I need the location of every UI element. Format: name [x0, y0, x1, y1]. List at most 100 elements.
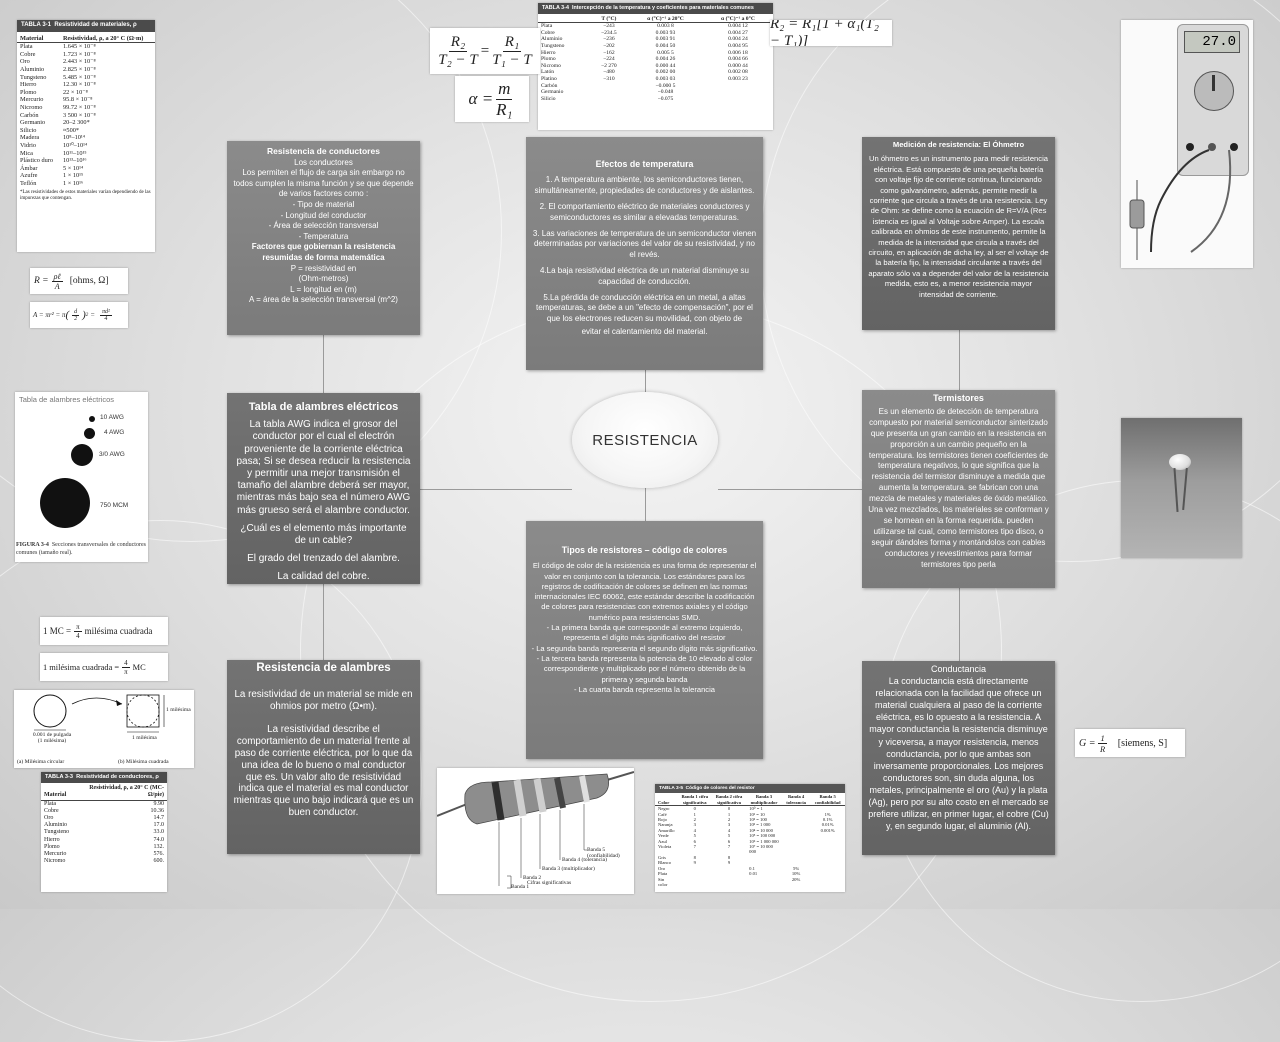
- table-cell: Plomo: [44, 843, 60, 850]
- formula-text: α =: [468, 89, 494, 108]
- node-resistencia-alambres[interactable]: Resistencia de alambres La resistividad …: [227, 660, 420, 854]
- table-row: Mercurio 95.8 × 10⁻⁸: [17, 96, 155, 104]
- table-3-5: TABLA 3-5 Código de colores del resistor…: [655, 784, 845, 892]
- node-text: Es un elemento de detección de temperatu…: [868, 406, 1049, 569]
- table-cell: 8: [727, 854, 731, 860]
- table-cell: 0.002 00: [655, 69, 676, 76]
- node-text: (Ohm-metros): [298, 274, 349, 284]
- table-cell: Café: [658, 811, 667, 817]
- table-cell: −480: [603, 69, 615, 76]
- table-cell: 0.001%: [820, 827, 835, 833]
- table-cell: 3: [727, 822, 731, 828]
- table-cell: 1 × 10¹⁵: [62, 172, 84, 180]
- table-cell: 10¹¹–10¹⁵: [62, 149, 87, 157]
- table-cell: 9: [727, 860, 731, 866]
- table-cell: [782, 844, 811, 855]
- node-text: La conductancia está directamente relaci…: [868, 676, 1049, 832]
- table-cell: −162: [603, 49, 615, 56]
- awg-figure-caption: FIGURA 3-4 Secciones transversales de co…: [16, 542, 147, 557]
- table-row: Tungsteno −202 0.004 50 0.004 95: [538, 43, 773, 50]
- table-row: Madera 10⁸–10¹⁴: [17, 134, 155, 142]
- node-text: 3. Las variaciones de temperatura de un …: [532, 229, 757, 259]
- table-cell: Tungsteno: [20, 73, 47, 81]
- table-row: Mica 10¹¹–10¹⁵: [17, 150, 155, 158]
- table-row: Café 1 1 10¹ = 10 1%: [655, 812, 845, 817]
- node-text: ¿Cuál es el elemento más importante de u…: [240, 522, 407, 547]
- table-col-header: Material: [20, 34, 44, 42]
- table-cell: Plata: [541, 23, 553, 30]
- table-row: Blanco 9 9: [655, 860, 845, 865]
- table-cell: 0.004 27: [728, 29, 748, 36]
- table-cell: Vidrio: [20, 141, 37, 149]
- color-band: [554, 777, 566, 809]
- table-cell: Aluminio: [44, 822, 68, 829]
- table-cell: 0.1: [749, 865, 755, 871]
- table-label: TABLA 3-5: [659, 786, 683, 791]
- table-row: Hierro −162 0.005 5 0.006 18: [538, 50, 773, 57]
- node-tipos-resistores[interactable]: Tipos de resistores – código de colores …: [526, 521, 763, 759]
- table-cell: Nicromo: [20, 103, 43, 111]
- central-topic[interactable]: RESISTENCIA: [572, 392, 718, 488]
- formula-text: =: [90, 311, 96, 319]
- node-termistores[interactable]: Termistores Es un elemento de detección …: [862, 390, 1055, 588]
- formula-den: 4: [104, 315, 108, 322]
- table-col-header: Banda 4 tolerancia: [786, 794, 806, 805]
- table-cell: −243: [603, 23, 615, 30]
- table-cell: 33.0: [153, 829, 165, 836]
- table-row: Carbón −0.000 5: [538, 83, 773, 90]
- table-cell: 7: [727, 844, 731, 850]
- table-cell: Plomo: [20, 88, 37, 96]
- resistor-icon: [1129, 199, 1145, 229]
- node-subtitle: Factores que gobiernan la resistencia re…: [251, 242, 396, 262]
- diagram-caption: (b) Milésima cuadrada: [118, 759, 169, 765]
- connector: [323, 335, 324, 393]
- formula-num: 1: [1098, 732, 1107, 744]
- table-cell: 0.004 12: [728, 23, 748, 30]
- table-row: Nicromo 600.: [41, 858, 167, 865]
- table-cell: Azufre: [20, 172, 38, 180]
- node-text: L = longitud en (m): [290, 284, 357, 294]
- table-label: TABLA 3-3: [45, 774, 73, 780]
- formula-num: ρℓ: [51, 271, 63, 282]
- table-cell: Oro: [658, 865, 666, 871]
- circular-mil-shape: [33, 694, 67, 728]
- table-row: Amarillo 4 4 10⁴ = 10 000 0.001%: [655, 828, 845, 833]
- table-cell: 600.: [153, 858, 165, 865]
- table-cell: 10⁰ = 1: [749, 806, 763, 812]
- table-row: Germanio 20–2 300*: [17, 119, 155, 127]
- node-tabla-alambres[interactable]: Tabla de alambres eléctricos La tabla AW…: [227, 393, 420, 584]
- color-band: [513, 779, 527, 817]
- dimension-label: 1 milésima: [166, 707, 191, 713]
- node-text: La resistividad de un material se mide e…: [234, 688, 413, 712]
- table-cell: Oro: [20, 58, 30, 66]
- table-cell: 5: [693, 833, 696, 839]
- node-resistencia-conductores[interactable]: Resistencia de conductores Los conductor…: [227, 141, 420, 335]
- awg-label: 10 AWG: [100, 414, 124, 421]
- table-row: Cobre 10.36: [41, 808, 167, 815]
- table-cell: −310: [603, 75, 615, 82]
- table-cell: 0.003 03: [655, 75, 676, 82]
- table-cell: 0: [693, 806, 696, 812]
- table-cell: 4: [693, 827, 696, 833]
- table-cell: Mercurio: [44, 851, 67, 858]
- wire-section-icon: [89, 416, 95, 422]
- resistor-svg: [437, 771, 634, 889]
- node-conductancia[interactable]: Conductancia La conductancia está direct…: [862, 661, 1055, 855]
- node-text: Los conductores: [294, 157, 353, 167]
- table-cell: 0.003 23: [728, 75, 748, 82]
- table-label: TABLA 3-4: [542, 5, 569, 11]
- table-col-header: Banda 3 multiplicador: [750, 794, 778, 805]
- node-efectos-temperatura[interactable]: Efectos de temperatura 1. A temperatura …: [526, 137, 763, 370]
- table-cell: Nicromo: [541, 62, 561, 69]
- table-cell: [703, 96, 773, 103]
- jack-icon: [1230, 143, 1238, 151]
- table-cell: 3 500 × 10⁻⁸: [62, 111, 96, 119]
- node-ohmetro[interactable]: Medición de resistencia: El Óhmetro Un ó…: [862, 137, 1055, 330]
- table-col-header: Banda 2 cifra significativa: [715, 794, 743, 805]
- table-row: Aluminio 17.0: [41, 822, 167, 829]
- band-label: Banda 4 (tolerancia): [562, 857, 607, 863]
- table-cell: Cobre: [44, 807, 59, 814]
- table-cell: Mica: [20, 149, 33, 157]
- table-row: Cobre 1.723 × 10⁻⁸: [17, 51, 155, 59]
- table-cell: 2: [693, 817, 696, 823]
